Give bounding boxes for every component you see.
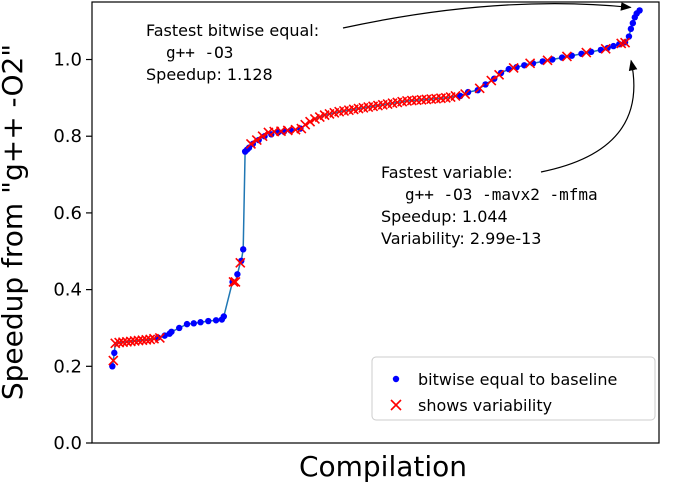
y-axis-label: Speedup from "g++ -O2" (0, 44, 29, 400)
variability-point (616, 38, 627, 49)
plot-area (91, 1, 660, 444)
bitwise-equal-point (109, 363, 116, 370)
bitwise-equal-point (610, 42, 617, 50)
variability-point (450, 90, 461, 102)
data-points (108, 7, 643, 370)
variability-point (154, 332, 165, 343)
ann-variable-line-1: g++ -O3 -mavx2 -mfma (405, 185, 598, 204)
variability-point (581, 47, 592, 58)
bitwise-equal-point (190, 320, 197, 327)
y-tick-label: 0.2 (53, 356, 82, 377)
variability-point (561, 51, 572, 62)
variability-point (600, 43, 611, 54)
variability-point (245, 138, 257, 149)
legend-marker-bitwise (392, 375, 400, 383)
variability-point (235, 257, 246, 268)
variability-point (620, 37, 631, 48)
legend-marker-variability (390, 399, 402, 411)
y-tick-label: 1.0 (53, 50, 82, 71)
y-tick-label: 0.4 (53, 280, 82, 301)
bitwise-equal-point (212, 317, 220, 324)
legend-label-bitwise: bitwise equal to baseline (418, 370, 617, 389)
legend: bitwise equal to baseline shows variabil… (371, 356, 656, 421)
variability-point (305, 116, 316, 127)
bitwise-equal-point (168, 328, 175, 335)
bitwise-equal-point (183, 320, 191, 328)
legend-box (371, 356, 656, 421)
ann-bitwise-line-2: Speedup: 1.128 (146, 65, 273, 84)
ann-variable-arrow (540, 59, 638, 173)
bitwise-equal-point (234, 271, 241, 278)
variability-point (494, 69, 505, 80)
bitwise-equal-point (176, 324, 183, 332)
y-tick-label: 0.0 (53, 433, 82, 454)
y-axis-ticks: 0.0 0.2 0.4 0.6 0.8 1.0 (53, 50, 92, 454)
variability-point (145, 334, 156, 345)
y-tick-label: 0.8 (53, 126, 82, 147)
variability-point (228, 276, 239, 288)
variability-point (460, 88, 471, 100)
bitwise-equal-point (240, 246, 247, 253)
ann-variable-line-2: Speedup: 1.044 (381, 207, 508, 226)
bitwise-equal-point (625, 33, 633, 40)
variability-point (251, 134, 262, 146)
legend-label-variability: shows variability (418, 396, 552, 415)
variability-point (474, 83, 485, 94)
bitwise-equal-point (205, 317, 212, 325)
bitwise-equal-point (636, 7, 643, 14)
ann-variable-line-3: Variability: 2.99e-13 (381, 229, 541, 248)
annotations: Fastest bitwise equal: g++ -O3 Speedup: 1.… (146, 2, 638, 248)
variability-point (108, 355, 119, 366)
x-axis-label: Compilation (299, 450, 467, 483)
ann-bitwise-line-1: g++ -O3 (166, 43, 233, 62)
ann-bitwise-line-0: Fastest bitwise equal: (146, 21, 319, 40)
variability-point (486, 75, 497, 86)
bitwise-equal-point (111, 349, 118, 357)
variability-point (300, 119, 311, 130)
variability-point (230, 276, 241, 288)
bitwise-equal-point (220, 313, 228, 320)
bitwise-equal-point (482, 81, 489, 88)
bitwise-equal-point (197, 319, 204, 326)
variability-point (508, 62, 519, 74)
bitwise-equal-point (629, 19, 637, 27)
bitwise-equal-point (627, 25, 635, 33)
variability-point (525, 58, 536, 69)
y-tick-label: 0.6 (53, 203, 82, 224)
ann-bitwise-arrow (342, 2, 632, 29)
variability-point (542, 55, 553, 66)
variability-point (257, 131, 268, 142)
ann-variable-line-0: Fastest variable: (381, 163, 513, 182)
